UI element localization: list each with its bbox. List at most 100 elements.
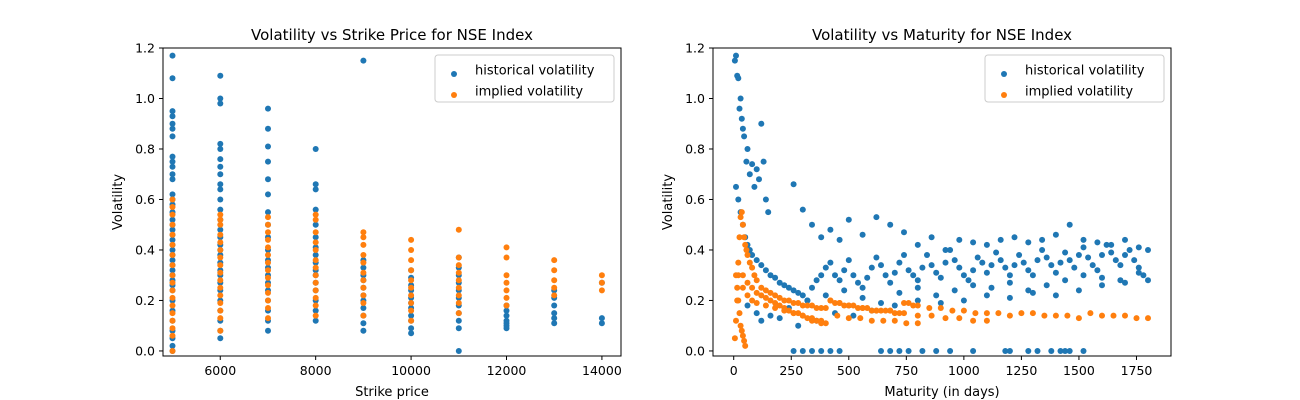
data-point [993, 249, 1000, 256]
data-point [822, 320, 829, 327]
data-point [169, 262, 176, 269]
data-point [896, 289, 903, 296]
data-point [265, 158, 271, 165]
data-point [1025, 239, 1032, 246]
data-point [790, 300, 797, 306]
data-point [1085, 254, 1092, 261]
data-point [265, 297, 271, 304]
data-point [891, 310, 898, 317]
data-point [845, 257, 852, 264]
data-point [864, 305, 871, 311]
data-point [736, 310, 743, 317]
data-point [836, 236, 843, 243]
data-point [1075, 315, 1082, 322]
data-point [169, 158, 176, 165]
data-point [169, 133, 176, 140]
data-point [942, 315, 949, 322]
series-implied [731, 209, 1151, 349]
data-point [947, 348, 954, 354]
data-point [832, 272, 838, 279]
data-point [882, 272, 889, 279]
data-point [749, 264, 756, 271]
data-point [997, 236, 1004, 243]
y-tick-label: 0.8 [135, 141, 155, 156]
x-tick-label: 0 [730, 363, 738, 378]
data-point [914, 284, 921, 291]
data-point [983, 269, 990, 276]
data-point [503, 302, 510, 309]
data-point [1006, 294, 1013, 301]
y-tick-label: 1.0 [135, 91, 155, 106]
data-point [772, 274, 779, 281]
legend: historical volatility implied volatility [984, 54, 1165, 103]
data-point [914, 320, 921, 327]
data-point [868, 264, 875, 271]
data-point [217, 254, 224, 261]
data-point [1122, 236, 1128, 243]
legend-label: historical volatility [475, 64, 595, 79]
data-point [1099, 252, 1105, 258]
data-point [799, 206, 806, 213]
data-point [360, 292, 367, 299]
data-point [360, 57, 367, 64]
data-point [265, 267, 271, 274]
data-point [822, 305, 829, 311]
data-point [312, 317, 319, 324]
data-point [360, 327, 367, 334]
data-point [169, 52, 176, 59]
data-point [743, 247, 750, 253]
data-point [804, 302, 811, 309]
data-point [933, 269, 940, 276]
x-tick-label: 250 [779, 363, 803, 378]
data-point [901, 300, 907, 306]
data-point [887, 348, 894, 354]
data-point [970, 317, 977, 324]
data-point [1043, 254, 1050, 261]
data-point [312, 312, 319, 319]
data-point [217, 163, 224, 170]
data-point [360, 305, 367, 311]
data-point [217, 307, 224, 314]
data-point [762, 287, 769, 294]
data-point [455, 310, 462, 317]
data-point [408, 284, 415, 291]
data-point [1135, 244, 1142, 251]
legend-marker [1001, 92, 1007, 98]
data-point [841, 302, 848, 309]
data-point [753, 300, 760, 306]
x-axis-label: Maturity (in days) [884, 385, 999, 400]
data-point [743, 158, 750, 165]
data-point [891, 317, 898, 324]
data-point [785, 297, 792, 304]
data-point [551, 267, 558, 274]
data-point [873, 307, 880, 314]
chart-title: Volatility vs Strike Price for NSE Index [251, 26, 533, 44]
y-tick-label: 1.0 [685, 91, 705, 106]
data-point [169, 257, 176, 264]
data-point [217, 277, 224, 284]
data-point [312, 146, 319, 152]
data-point [1110, 312, 1117, 319]
data-point [741, 234, 748, 241]
data-point [735, 75, 742, 82]
data-point [864, 274, 871, 281]
data-point [809, 315, 815, 322]
data-point [914, 277, 921, 284]
x-tick-label: 750 [894, 363, 918, 378]
data-point [551, 292, 558, 299]
data-point [312, 181, 319, 188]
legend-label: historical volatility [1025, 64, 1145, 79]
data-point [859, 231, 866, 238]
data-point [742, 241, 749, 248]
data-point [408, 312, 415, 319]
data-point [265, 176, 271, 183]
data-point [1099, 274, 1105, 281]
data-point [1117, 277, 1124, 284]
data-point [937, 305, 944, 311]
data-point [942, 259, 949, 266]
data-point [360, 300, 367, 306]
data-point [312, 216, 319, 223]
data-point [738, 327, 745, 334]
data-point [813, 305, 820, 311]
